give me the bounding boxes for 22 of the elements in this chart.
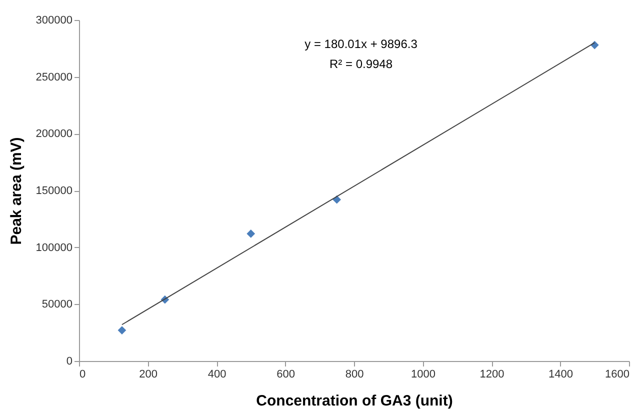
y-tick-label: 100000 (36, 242, 72, 254)
annotation: y = 180.01x + 9896.3 (304, 37, 418, 51)
x-tick-label: 200 (139, 368, 158, 380)
point (246, 230, 256, 238)
x-tick-label: 400 (208, 368, 226, 380)
x-tick-label: 600 (276, 368, 295, 380)
x-tick-label: 1600 (605, 368, 630, 380)
y-tick-label: 150000 (36, 185, 72, 197)
y-tick-label: 200000 (36, 128, 72, 140)
annotation: R² = 0.9948 (329, 57, 393, 71)
x-tick-label: 800 (345, 368, 364, 380)
y-tick-label: 250000 (36, 71, 72, 84)
x-axis-title: Concentration of GA3 (unit) (256, 392, 453, 410)
point (118, 326, 126, 334)
x-tick-label: 0 (80, 368, 86, 380)
y-tick-label: 50000 (42, 298, 72, 311)
y-axis-title: Peak area (mV) (8, 137, 25, 245)
y-tick-label: 300000 (36, 14, 72, 26)
y-tick-label: 0 (66, 356, 72, 368)
x-tick-label: 1000 (411, 368, 436, 380)
x-tick-label: 1400 (548, 368, 573, 380)
x-tick-label: 1200 (480, 368, 504, 380)
